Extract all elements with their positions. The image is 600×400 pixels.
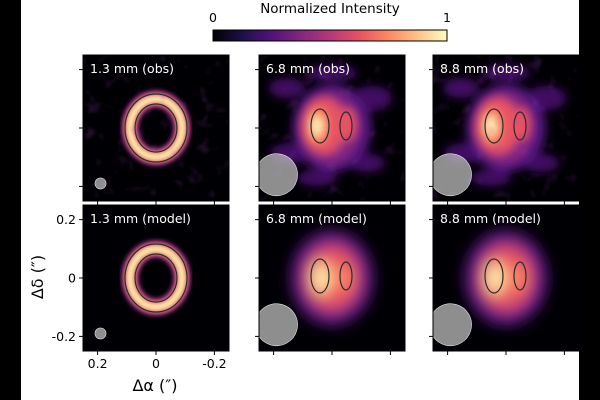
x-tick-label: 0: [152, 356, 160, 371]
noise-texture: [83, 55, 229, 201]
panel-ticks: [79, 219, 215, 355]
panel-6-8-mm-model: 6.8 mm (model): [258, 204, 406, 352]
panel-label: 8.8 mm (obs): [440, 61, 524, 76]
right-edge-bar: [579, 0, 600, 400]
panel-8-8-mm-obs: 8.8 mm (obs): [432, 54, 580, 202]
intensity-map: [259, 230, 374, 347]
x-tick-label: 0.2: [88, 356, 108, 371]
y-tick-label: 0: [68, 271, 76, 286]
panel-label: 1.3 mm (model): [90, 211, 191, 226]
contour-outer: [124, 243, 188, 313]
beam-ellipse: [433, 303, 472, 347]
intensity-map: [83, 55, 229, 201]
panel-ticks: [255, 219, 391, 355]
panel-background: [83, 205, 229, 351]
panel-8-8-mm-model: 8.8 mm (model): [432, 204, 580, 352]
colorbar-title: Normalized Intensity: [260, 1, 400, 17]
intensity-map: [94, 240, 191, 340]
panel-ticks: [79, 69, 215, 205]
left-edge-bar: [0, 0, 21, 400]
panel-label: 6.8 mm (model): [266, 211, 367, 226]
panel-label: 6.8 mm (obs): [266, 61, 350, 76]
tick-labels: 0.2 0 -0.2 0.2 0 -0.2: [52, 212, 227, 371]
contour-right-lobe: [339, 261, 353, 291]
panel-ticks: [429, 219, 565, 355]
colorbar-max-label: 1: [443, 10, 451, 25]
contour-left-lobe: [310, 258, 330, 294]
colorbar: Normalized Intensity 0 1: [209, 1, 451, 42]
panel-label: 1.3 mm (obs): [90, 61, 174, 76]
beam-ellipse: [259, 153, 298, 197]
beam-ellipse: [259, 303, 298, 347]
beam-ellipse: [433, 153, 472, 197]
beam-ellipse: [94, 327, 107, 340]
x-tick-label: -0.2: [202, 356, 226, 371]
colorbar-min-label: 0: [209, 10, 217, 25]
panel-6-8-mm-obs: 6.8 mm (obs): [258, 54, 406, 202]
panel-ticks: [255, 69, 391, 205]
x-axis-label: Δα (″): [132, 376, 177, 395]
y-tick-label: 0.2: [56, 212, 76, 227]
panel-label: 8.8 mm (model): [440, 211, 541, 226]
panel-ticks: [429, 69, 565, 205]
intensity-map: [259, 55, 405, 201]
intensity-map: [433, 55, 579, 201]
contour-right-lobe: [513, 261, 527, 291]
contour-inner: [134, 253, 178, 303]
contour-left-lobe: [484, 258, 504, 294]
panel-1-3-mm-model: 1.3 mm (model): [82, 204, 230, 352]
colorbar-gradient: [212, 29, 448, 42]
beam-ellipse: [94, 177, 107, 190]
y-tick-label: -0.2: [52, 329, 76, 344]
y-axis-label: Δδ (″): [28, 255, 47, 299]
panel-1-3-mm-obs: 1.3 mm (obs): [82, 54, 230, 202]
intensity-map: [433, 230, 548, 347]
